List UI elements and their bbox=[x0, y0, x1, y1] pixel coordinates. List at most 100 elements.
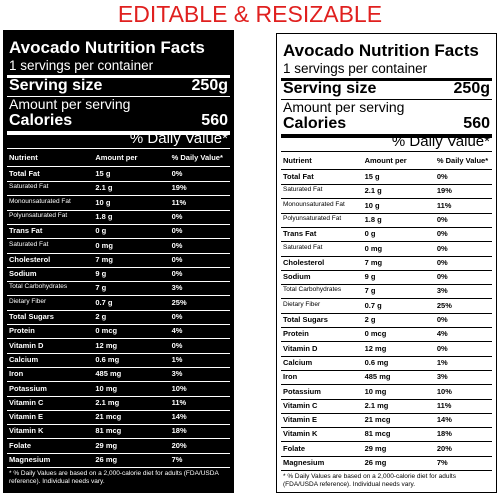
nutrient-dv: 20% bbox=[436, 443, 452, 453]
nutrient-amount: 2 g bbox=[95, 312, 107, 321]
nutrient-amount: 10 mg bbox=[364, 386, 387, 396]
rule bbox=[7, 166, 230, 167]
nutrient-dv: 0% bbox=[171, 226, 183, 236]
rule bbox=[281, 470, 492, 471]
rule bbox=[7, 96, 230, 97]
nutrient-dv: 0% bbox=[436, 257, 448, 267]
nutrient-dv: 11% bbox=[436, 400, 452, 410]
amount-per-serving: Amount per serving bbox=[283, 99, 405, 115]
footnote: * % Daily Values are based on a 2,000-ca… bbox=[283, 473, 456, 488]
label-light: Avocado Nutrition Facts 1 servings per co… bbox=[276, 33, 497, 493]
nutrient-dv: 19% bbox=[436, 186, 452, 196]
nutrient-dv: 0% bbox=[436, 214, 448, 224]
calories: 560 bbox=[201, 112, 228, 129]
nutrient-amount: 0.6 mg bbox=[95, 354, 120, 364]
nutrient-name: Total Fat bbox=[9, 169, 40, 178]
rule bbox=[281, 134, 492, 138]
nutrient-amount: 7 g bbox=[364, 286, 376, 296]
rule bbox=[281, 184, 492, 185]
nutrient-amount: 10 mg bbox=[95, 383, 118, 393]
serving-size: 250g bbox=[191, 77, 228, 94]
nutrient-name: Total Sugars bbox=[9, 312, 54, 321]
nutrient-dv: 4% bbox=[171, 326, 183, 336]
daily-value-heading: % Daily Value* bbox=[129, 130, 228, 147]
column-header: % Daily Value* bbox=[171, 153, 223, 162]
nutrient-dv: 25% bbox=[171, 297, 187, 307]
nutrient-name: Total Sugars bbox=[283, 315, 328, 324]
calories-label: Calories bbox=[9, 112, 73, 129]
rule bbox=[281, 284, 492, 286]
rule bbox=[281, 412, 492, 414]
rule bbox=[7, 252, 230, 254]
nutrient-dv: 7% bbox=[436, 458, 448, 467]
rule bbox=[7, 438, 230, 440]
rule bbox=[7, 75, 230, 78]
column-header: % Daily Value* bbox=[436, 156, 489, 165]
nutrient-name: Protein bbox=[283, 329, 309, 339]
nutrient-name: Monounsaturated Fat bbox=[9, 197, 71, 205]
nutrient-dv: 18% bbox=[171, 426, 187, 436]
rule bbox=[7, 131, 230, 135]
rule bbox=[281, 198, 492, 200]
nutrient-name: Cholesterol bbox=[283, 257, 325, 267]
nutrient-dv: 0% bbox=[171, 169, 183, 178]
servings: 1 servings per container bbox=[283, 61, 428, 76]
nutrient-dv: 1% bbox=[436, 357, 448, 367]
nutrient-amount: 0 mg bbox=[364, 243, 383, 253]
nutrient-name: Calcium bbox=[283, 357, 313, 367]
rule bbox=[7, 195, 230, 197]
nutrient-name: Polyunsaturated Fat bbox=[283, 214, 342, 222]
nutrient-amount: 26 mg bbox=[95, 455, 118, 464]
rule bbox=[281, 398, 492, 400]
serving-size-label: Serving size bbox=[283, 80, 377, 97]
nutrient-dv: 11% bbox=[171, 397, 187, 407]
nutrient-amount: 1.8 g bbox=[364, 214, 382, 224]
nutrient-amount: 7 g bbox=[95, 283, 107, 293]
nutrient-dv: 11% bbox=[171, 197, 187, 207]
nutrient-name: Total Carbohydrates bbox=[9, 283, 68, 291]
nutrient-amount: 485 mg bbox=[364, 372, 391, 382]
nutrient-name: Vitamin E bbox=[283, 415, 318, 425]
nutrient-amount: 81 mcg bbox=[95, 426, 122, 436]
nutrient-dv: 25% bbox=[436, 300, 452, 310]
nutrient-amount: 29 mg bbox=[95, 440, 118, 450]
nutrient-name: Total Carbohydrates bbox=[283, 286, 342, 294]
rule bbox=[281, 369, 492, 371]
nutrient-amount: 0.7 g bbox=[364, 300, 382, 310]
nutrient-name: Vitamin E bbox=[9, 412, 44, 422]
nutrient-name: Iron bbox=[283, 372, 298, 382]
nutrient-dv: 3% bbox=[436, 372, 448, 382]
nutrient-name: Vitamin K bbox=[9, 426, 44, 436]
nutrient-amount: 10 g bbox=[364, 200, 380, 210]
rule bbox=[7, 467, 230, 468]
serving-size: 250g bbox=[453, 80, 490, 97]
nutrient-name: Total Fat bbox=[283, 172, 314, 181]
rule bbox=[7, 338, 230, 340]
calories-label: Calories bbox=[283, 115, 347, 132]
nutrient-name: Folate bbox=[283, 443, 306, 453]
column-header: Nutrient bbox=[9, 153, 38, 162]
nutrient-dv: 19% bbox=[171, 183, 187, 193]
nutrient-amount: 21 mcg bbox=[95, 412, 122, 422]
nutrient-amount: 2.1 mg bbox=[95, 397, 120, 407]
nutrient-name: Saturated Fat bbox=[283, 186, 323, 194]
rule bbox=[281, 169, 492, 170]
rule bbox=[7, 148, 230, 149]
nutrient-dv: 3% bbox=[171, 283, 183, 293]
rule bbox=[281, 99, 492, 100]
rule bbox=[7, 409, 230, 411]
rule bbox=[7, 209, 230, 211]
rule bbox=[7, 381, 230, 383]
nutrient-amount: 12 mg bbox=[364, 343, 387, 353]
nutrient-dv: 4% bbox=[436, 329, 448, 339]
rule bbox=[281, 441, 492, 443]
nutrient-amount: 0 mg bbox=[95, 240, 113, 250]
rule bbox=[281, 255, 492, 257]
nutrient-name: Dietary Fiber bbox=[283, 300, 321, 308]
rule bbox=[7, 295, 230, 297]
nutrient-name: Folate bbox=[9, 440, 32, 450]
rule bbox=[281, 151, 492, 152]
nutrient-name: Saturated Fat bbox=[9, 183, 49, 191]
title: Avocado Nutrition Facts bbox=[9, 38, 205, 57]
